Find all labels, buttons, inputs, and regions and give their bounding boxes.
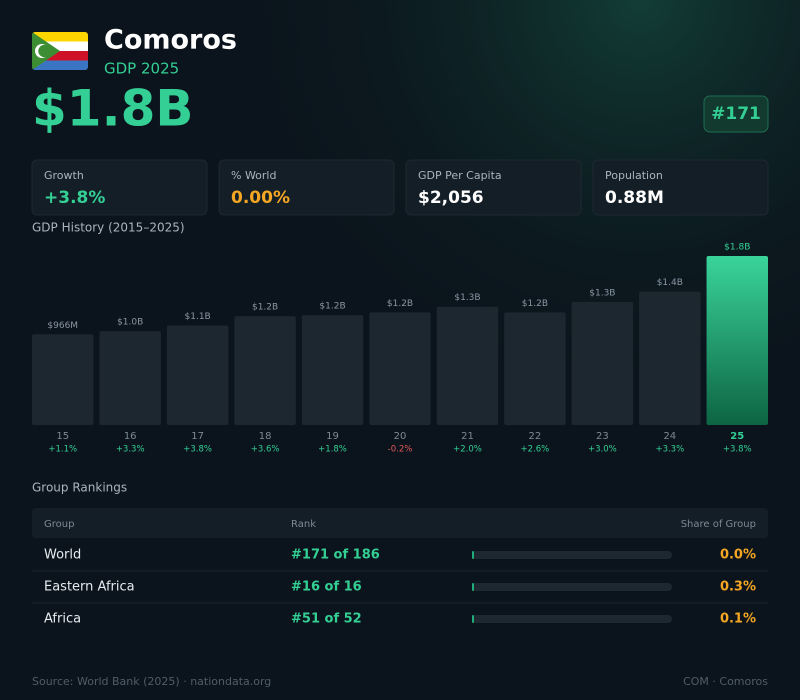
- column-header: Rank: [291, 519, 316, 530]
- stat-label: Population: [605, 169, 663, 182]
- growth-label: +1.8%: [318, 445, 347, 455]
- bar-value-label: $1.2B: [522, 299, 548, 309]
- share-bar: [472, 583, 474, 591]
- bar: [504, 312, 566, 425]
- share-label: 0.1%: [720, 612, 756, 627]
- table-header: [32, 508, 768, 538]
- bar-value-label: $1.8B: [724, 243, 750, 253]
- bar: [234, 316, 296, 425]
- stat-value: 0.88M: [605, 188, 664, 208]
- group-name: Eastern Africa: [44, 580, 135, 595]
- footer-source: Source: World Bank (2025) · nationdata.o…: [32, 675, 271, 688]
- column-header: Group: [44, 519, 74, 530]
- share-track: [472, 583, 672, 591]
- share-bar: [472, 615, 474, 623]
- share-label: 0.3%: [720, 580, 756, 595]
- share-label: 0.0%: [720, 548, 756, 563]
- stat-card: [31, 159, 208, 216]
- bar-value-label: $1.4B: [657, 278, 683, 288]
- stat-value: 0.00%: [231, 188, 290, 208]
- group-name: World: [44, 548, 81, 563]
- growth-label: +1.1%: [48, 445, 77, 455]
- growth-label: +3.8%: [723, 445, 752, 455]
- growth-label: +3.8%: [183, 445, 212, 455]
- stat-card: [218, 159, 395, 216]
- bar-value-label: $1.1B: [185, 312, 211, 322]
- x-tick-label: 16: [124, 431, 137, 442]
- stat-value: +3.8%: [44, 188, 105, 208]
- bar: [369, 312, 431, 425]
- flag: [32, 32, 88, 70]
- bar: [639, 291, 701, 425]
- x-tick-label: 22: [529, 431, 542, 442]
- headline-value: $1.8B: [32, 80, 193, 138]
- bar-value-label: $1.2B: [252, 303, 278, 313]
- growth-label: +3.6%: [251, 445, 280, 455]
- x-tick-label: 15: [56, 431, 69, 442]
- bar: [706, 256, 768, 425]
- group-rank: #51 of 52: [291, 612, 362, 627]
- growth-label: +3.3%: [116, 445, 145, 455]
- bar: [301, 315, 364, 425]
- bar-value-label: $1.2B: [319, 302, 345, 312]
- bar-value-label: $1.3B: [454, 293, 480, 303]
- growth-label: +3.0%: [588, 445, 617, 455]
- bar-value-label: $966M: [47, 321, 78, 331]
- x-tick-label: 24: [663, 431, 676, 442]
- bar: [99, 331, 161, 425]
- group-name: Africa: [44, 612, 81, 627]
- share-track: [472, 615, 672, 623]
- section-title: Group Rankings: [32, 481, 127, 495]
- stat-card: [405, 159, 582, 216]
- x-tick-label: 25: [730, 431, 744, 442]
- x-tick-label: 23: [596, 431, 609, 442]
- growth-label: +3.3%: [655, 445, 684, 455]
- x-tick-label: 19: [326, 431, 339, 442]
- footer-code: COM · Comoros: [683, 675, 768, 688]
- subtitle: GDP 2025: [104, 60, 179, 78]
- group-rank: #171 of 186: [291, 548, 380, 563]
- growth-label: +2.0%: [453, 445, 482, 455]
- bar-value-label: $1.2B: [387, 299, 413, 309]
- stat-label: GDP Per Capita: [418, 169, 502, 182]
- share-bar: [472, 551, 474, 559]
- stat-value: $2,056: [418, 188, 484, 208]
- rank-badge-text: #171: [711, 104, 761, 124]
- x-tick-label: 21: [461, 431, 474, 442]
- bar: [436, 306, 499, 425]
- x-tick-label: 17: [191, 431, 204, 442]
- growth-label: +2.6%: [521, 445, 550, 455]
- x-tick-label: 20: [394, 431, 407, 442]
- country-title: Comoros: [104, 25, 237, 56]
- bar: [166, 325, 229, 425]
- column-header: Share of Group: [681, 519, 756, 530]
- rank-badge: [703, 95, 769, 133]
- stat-label: % World: [231, 169, 276, 182]
- bar: [32, 334, 94, 425]
- share-track: [472, 551, 672, 559]
- growth-label: -0.2%: [388, 445, 413, 455]
- x-tick-label: 18: [259, 431, 272, 442]
- bar-value-label: $1.3B: [589, 289, 615, 299]
- stat-label: Growth: [44, 169, 84, 182]
- stat-card: [592, 159, 769, 216]
- chart-title: GDP History (2015–2025): [32, 221, 185, 235]
- bar-value-label: $1.0B: [117, 318, 143, 328]
- group-rank: #16 of 16: [291, 580, 362, 595]
- bar: [571, 302, 634, 425]
